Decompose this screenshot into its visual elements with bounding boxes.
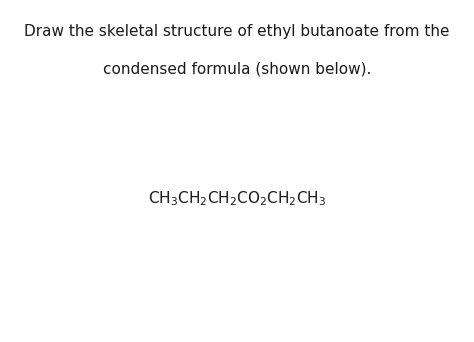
Text: condensed formula (shown below).: condensed formula (shown below).: [103, 62, 371, 77]
Text: $\mathregular{CH_3CH_2CH_2CO_2CH_2CH_3}$: $\mathregular{CH_3CH_2CH_2CO_2CH_2CH_3}$: [148, 189, 326, 208]
Text: Draw the skeletal structure of ethyl butanoate from the: Draw the skeletal structure of ethyl but…: [24, 24, 450, 39]
